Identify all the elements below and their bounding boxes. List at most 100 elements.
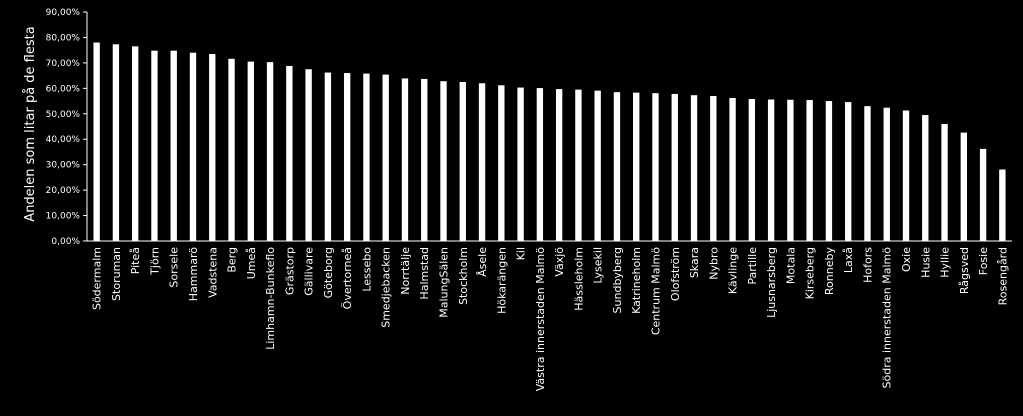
x-category-label: Motala [784, 247, 797, 284]
x-category-label: Storuman [110, 247, 123, 301]
bar [459, 81, 466, 241]
bar [305, 69, 312, 241]
x-axis-labels: Södermalm Storuman Piteå Tjörn Sorsele Hammar… [91, 247, 1010, 392]
x-category-label: Södermalm [91, 247, 104, 310]
x-category-label: Hyllie [939, 247, 952, 278]
bar [845, 102, 852, 241]
x-category-label: Kirseberg [804, 247, 817, 299]
x-category-label: Hammarö [187, 247, 200, 301]
bar [999, 169, 1006, 241]
x-category-label: Husie [919, 247, 932, 278]
bar [151, 50, 158, 242]
x-category-label: Skara [688, 247, 701, 278]
bar [343, 73, 351, 241]
x-category-label: Sorsele [168, 247, 181, 288]
x-category-label: Åsele [476, 247, 489, 277]
bar [748, 99, 756, 242]
bar [806, 100, 813, 241]
bar [266, 62, 274, 242]
x-category-label: Västra innerstaden Malmö [534, 247, 547, 392]
y-tick-label: 30,00% [46, 161, 81, 171]
bar [170, 50, 177, 242]
x-category-label: Halmstad [418, 247, 431, 300]
y-tick-label: 40,00% [46, 135, 81, 145]
bar [440, 81, 447, 241]
bar [922, 115, 929, 241]
x-category-label: Hässleholm [572, 247, 585, 311]
bar [787, 99, 794, 242]
bar [671, 93, 678, 241]
bar [979, 148, 987, 241]
y-tick-label: 80,00% [46, 33, 81, 43]
x-category-label: Gällivare [303, 247, 316, 296]
x-category-label: Rosengård [996, 247, 1009, 305]
bar [112, 44, 120, 241]
x-category-label: Limhamn-Bunkeflo [264, 247, 277, 350]
x-category-label: Hofors [861, 247, 874, 283]
bar [555, 89, 563, 241]
bar [825, 101, 833, 241]
y-tick-label: 0,00% [51, 237, 80, 247]
x-category-label: Göteborg [322, 247, 335, 298]
bar [131, 46, 139, 241]
bar [652, 93, 659, 241]
y-tick-label: 90,00% [46, 8, 81, 18]
bar [517, 87, 524, 241]
y-tick-label: 50,00% [46, 110, 81, 120]
bar [401, 78, 409, 241]
bar [613, 92, 621, 242]
x-category-label: Växjö [553, 247, 566, 277]
x-category-label: Norrtälje [399, 247, 412, 295]
x-category-label: Umeå [245, 247, 258, 279]
x-category-label: Ronneby [823, 247, 836, 296]
bar [363, 73, 370, 241]
bar [941, 123, 948, 241]
x-category-label: Fosie [977, 247, 990, 275]
x-category-label: Olofström [669, 247, 682, 301]
bar [189, 52, 197, 241]
x-category-label: Södra innerstaden Malmö [881, 247, 894, 389]
bar [594, 90, 601, 241]
x-category-label: Lessebo [360, 247, 373, 292]
x-category-label: Nybro [707, 247, 720, 280]
bar [382, 74, 389, 242]
x-category-label: Centrum Malmö [649, 247, 662, 335]
bar [633, 92, 640, 241]
bar [883, 107, 890, 241]
x-category-label: Grästorp [283, 247, 296, 295]
bar [498, 85, 505, 241]
y-axis-title: Andelen som litar på de flesta [23, 26, 38, 221]
bar [478, 83, 486, 241]
bar [710, 95, 717, 241]
bar [902, 110, 910, 241]
x-category-label: Partille [746, 247, 759, 285]
bar [729, 98, 736, 241]
bar [324, 72, 332, 242]
x-category-label: Vadstena [206, 247, 219, 298]
y-tick-label: 60,00% [46, 84, 81, 94]
bar [209, 53, 216, 241]
x-category-label: Hökarängen [495, 247, 508, 314]
x-category-label: Ljusnarsberg [765, 247, 778, 318]
bar [690, 95, 698, 241]
bar [286, 65, 293, 241]
x-category-label: Lysekil [592, 247, 605, 284]
y-axis-ticks: 0,00% 10,00% 20,00% 30,00% 40,00% 50,00% 60,00… [46, 8, 87, 247]
x-category-label: Laxå [842, 247, 855, 273]
x-category-label: Rågsved [958, 247, 971, 294]
x-category-label: Övertorneå [341, 247, 354, 309]
x-category-label: Tjörn [148, 247, 161, 276]
bar [421, 78, 428, 242]
y-tick-label: 20,00% [46, 186, 81, 196]
bar [767, 99, 775, 241]
x-category-label: Sundbyberg [611, 247, 624, 313]
bar [960, 132, 968, 241]
x-category-label: Katrineholm [630, 247, 643, 314]
x-category-label: Smedjebacken [380, 247, 393, 328]
y-tick-label: 10,00% [46, 212, 81, 222]
bars-group [93, 42, 1006, 242]
x-category-label: MalungSälen [438, 247, 451, 318]
bar [228, 58, 235, 241]
y-tick-label: 70,00% [46, 59, 81, 69]
